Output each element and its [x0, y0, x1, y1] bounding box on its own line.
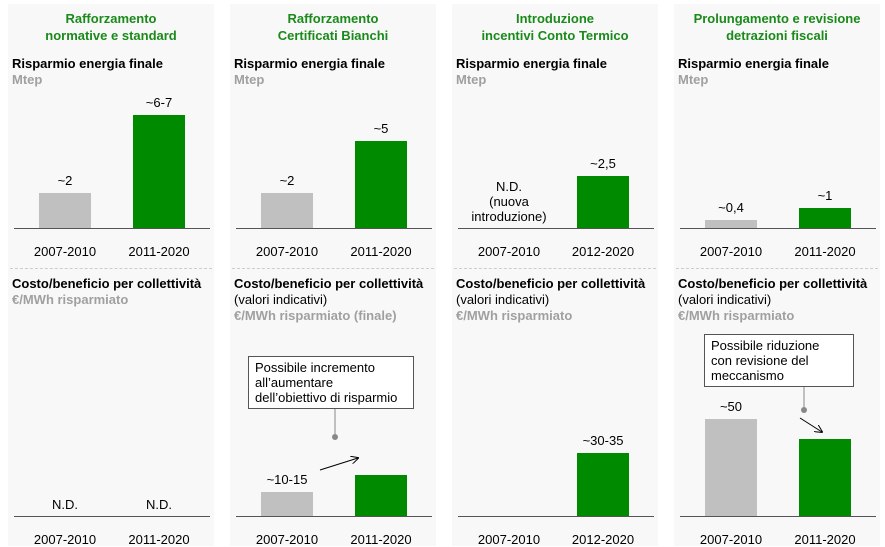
value-label: ~10-15 [266, 471, 308, 487]
panel: Rafforzamento Certificati Bianchi Risparm… [230, 4, 436, 547]
value-label: ~1 [817, 188, 833, 203]
bar [261, 193, 313, 228]
axis [236, 516, 432, 517]
x-tick-label: 2011-2020 [128, 532, 190, 547]
subtitle: Costo/beneficio per collettività [234, 276, 424, 291]
trend-arrow [319, 458, 358, 471]
bar [355, 141, 407, 228]
x-tick-label: 2007-2010 [255, 532, 319, 547]
bar [705, 419, 757, 516]
subtitle-note: (valori indicativi) [678, 292, 772, 307]
value-label: ~50 [719, 399, 743, 415]
subtitle: Costo/beneficio per collettività [12, 276, 202, 291]
axis [14, 516, 210, 517]
divider [676, 268, 878, 269]
bar [577, 453, 629, 516]
axis [458, 516, 654, 517]
x-tick-label: 2007-2010 [33, 532, 97, 547]
subtitle-block: Risparmio energia finale Mtep [456, 56, 656, 88]
subtitle: Costo/beneficio per collettività [456, 276, 646, 291]
bar [355, 475, 407, 516]
annotation-dot [332, 434, 338, 440]
subtitle-block: Costo/beneficio per collettività (valori… [234, 276, 434, 324]
value-label: ~30-35 [582, 433, 624, 449]
divider [232, 268, 434, 269]
x-tick-label: 2011-2020 [350, 532, 412, 547]
subtitle-note: (valori indicativi) [456, 292, 550, 307]
annotation: Possibile riduzione con revisione del me… [704, 334, 854, 387]
panel-title: Rafforzamento Certificati Bianchi [277, 11, 389, 43]
axis [680, 516, 876, 517]
bar [39, 193, 91, 228]
divider [10, 268, 212, 269]
trend-arrow [799, 417, 822, 432]
unit: Mtep [234, 72, 265, 87]
unit: €/MWh risparmiato [456, 308, 573, 323]
x-tick-label: 2011-2020 [128, 244, 190, 259]
value-label: ~6-7 [145, 95, 173, 111]
annotation-pointer [319, 409, 436, 471]
bar [261, 491, 313, 516]
subtitle: Risparmio energia finale [234, 56, 385, 71]
panel-title: Rafforzamento normative e standard [45, 11, 177, 43]
panel-title: Introduzione incentivi Conto Termico [481, 11, 629, 43]
subtitle-block: Costo/beneficio per collettività €/MWh ri… [12, 276, 212, 308]
panel: Prolungamento e revisione detrazioni fis… [674, 4, 880, 547]
value-label: N.D. [52, 497, 78, 512]
bar [705, 220, 757, 228]
panel-title: Prolungamento e revisione detrazioni fis… [693, 11, 861, 43]
bar [799, 208, 851, 228]
x-tick-label: 2007-2010 [477, 244, 541, 259]
unit: Mtep [12, 72, 43, 87]
unit: €/MWh risparmiato [678, 308, 795, 323]
unit: €/MWh risparmiato (finale) [234, 308, 397, 323]
x-tick-label: 2011-2020 [794, 244, 856, 259]
subtitle: Risparmio energia finale [456, 56, 607, 71]
bar [799, 438, 851, 516]
subtitle-block: Risparmio energia finale Mtep [678, 56, 878, 88]
value-label: ~2,5 [590, 156, 616, 171]
value-label: ~0,4 [718, 200, 744, 215]
axis [680, 228, 876, 229]
x-tick-label: 2012-2020 [571, 532, 635, 547]
divider [454, 268, 656, 269]
x-tick-label: 2007-2010 [699, 532, 763, 547]
axis [14, 228, 210, 229]
x-tick-label: 2007-2010 [255, 244, 319, 259]
panel: Introduzione incentivi Conto Termico Risp… [452, 4, 658, 547]
annotation-dot [801, 407, 807, 413]
x-tick-label: 2007-2010 [477, 532, 541, 547]
unit: Mtep [456, 72, 487, 87]
panel: Rafforzamento normative e standard Rispar… [8, 4, 214, 547]
value-label: N.D. (nuova introduzione) [471, 179, 547, 224]
value-label: ~5 [373, 121, 389, 137]
subtitle-block: Risparmio energia finale Mtep [234, 56, 434, 88]
x-tick-label: 2011-2020 [794, 532, 856, 547]
value-label: ~2 [57, 173, 73, 189]
value-label: N.D. [146, 497, 172, 512]
bar [133, 115, 185, 228]
x-tick-label: 2011-2020 [350, 244, 412, 259]
axis [458, 228, 654, 229]
subtitle: Costo/beneficio per collettività [678, 276, 868, 291]
subtitle-note: (valori indicativi) [234, 292, 328, 307]
subtitle: Risparmio energia finale [12, 56, 163, 71]
subtitle: Risparmio energia finale [678, 56, 829, 71]
unit: €/MWh risparmiato [12, 292, 129, 307]
bar [577, 176, 629, 228]
subtitle-block: Costo/beneficio per collettività (valori… [678, 276, 878, 324]
axis [236, 228, 432, 229]
x-tick-label: 2012-2020 [571, 244, 635, 259]
x-tick-label: 2007-2010 [699, 244, 763, 259]
annotation: Possibile incremento all’aumentare dell’… [248, 356, 414, 409]
unit: Mtep [678, 72, 709, 87]
annotation-pointer [799, 387, 880, 546]
x-tick-label: 2007-2010 [33, 244, 97, 259]
subtitle-block: Risparmio energia finale Mtep [12, 56, 212, 88]
value-label: ~2 [279, 173, 295, 189]
subtitle-block: Costo/beneficio per collettività (valori… [456, 276, 656, 324]
